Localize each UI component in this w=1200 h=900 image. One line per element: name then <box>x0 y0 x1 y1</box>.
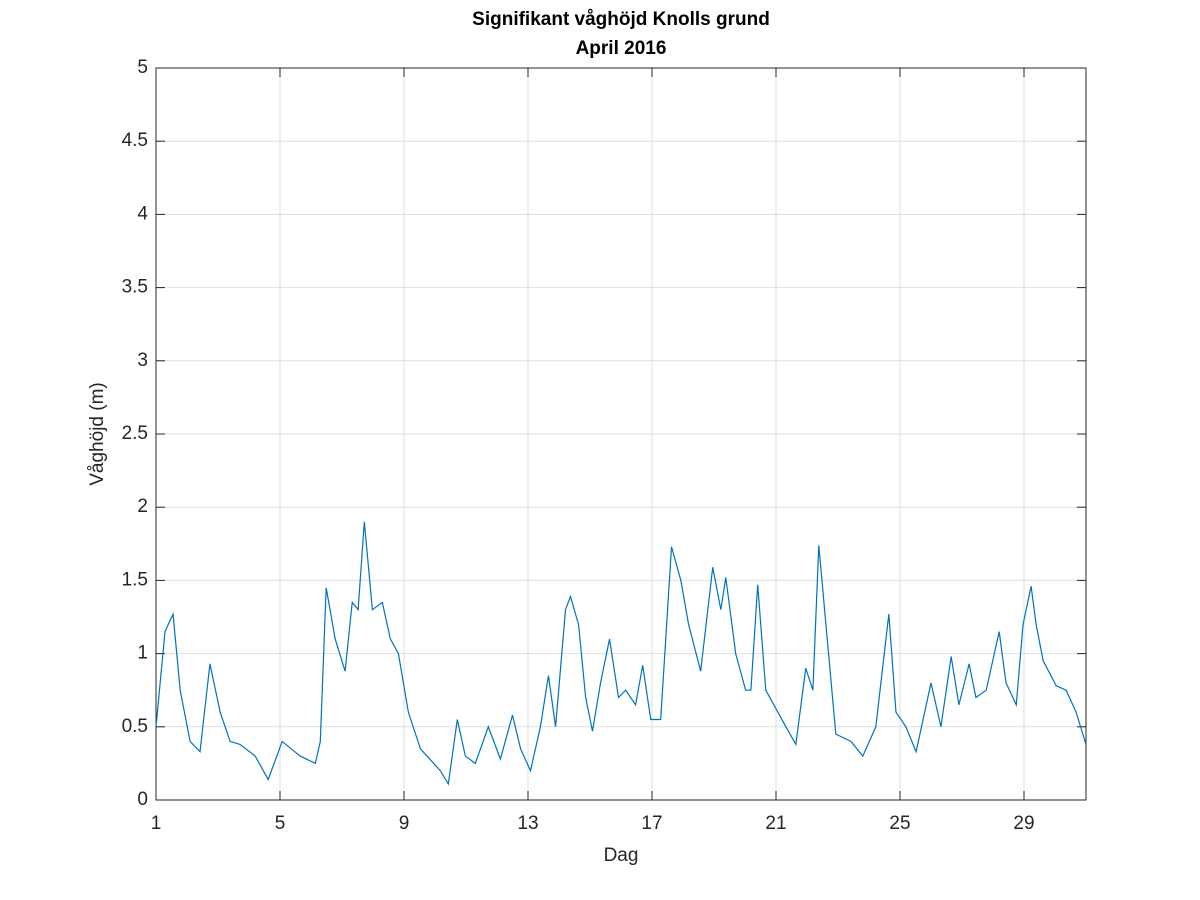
x-tick-label: 5 <box>275 813 286 834</box>
x-tick-label: 25 <box>889 813 910 834</box>
chart-title: Signifikant våghöjd Knolls grund <box>472 9 770 30</box>
y-tick-label: 3 <box>137 350 148 371</box>
x-tick-label: 21 <box>765 813 786 834</box>
x-tick-label: 1 <box>151 813 162 834</box>
x-tick-label: 29 <box>1013 813 1034 834</box>
y-tick-label: 3.5 <box>122 277 148 298</box>
y-axis-label: Våghöjd (m) <box>87 382 108 486</box>
y-tick-label: 2 <box>137 496 148 517</box>
y-tick-label: 4.5 <box>122 130 148 151</box>
chart-subtitle: April 2016 <box>576 38 667 59</box>
x-tick-label: 9 <box>399 813 410 834</box>
y-tick-label: 1.5 <box>122 569 148 590</box>
x-tick-label: 17 <box>641 813 662 834</box>
x-tick-label: 13 <box>517 813 538 834</box>
x-axis-label: Dag <box>604 845 639 866</box>
y-tick-label: 0.5 <box>122 716 148 737</box>
plot-frame <box>155 67 1087 801</box>
y-tick-label: 0 <box>137 789 148 810</box>
data-line <box>155 521 1087 786</box>
y-tick-label: 5 <box>137 57 148 78</box>
y-tick-label: 2.5 <box>122 423 148 444</box>
y-tick-label: 1 <box>137 643 148 664</box>
y-tick-label: 4 <box>137 203 148 224</box>
